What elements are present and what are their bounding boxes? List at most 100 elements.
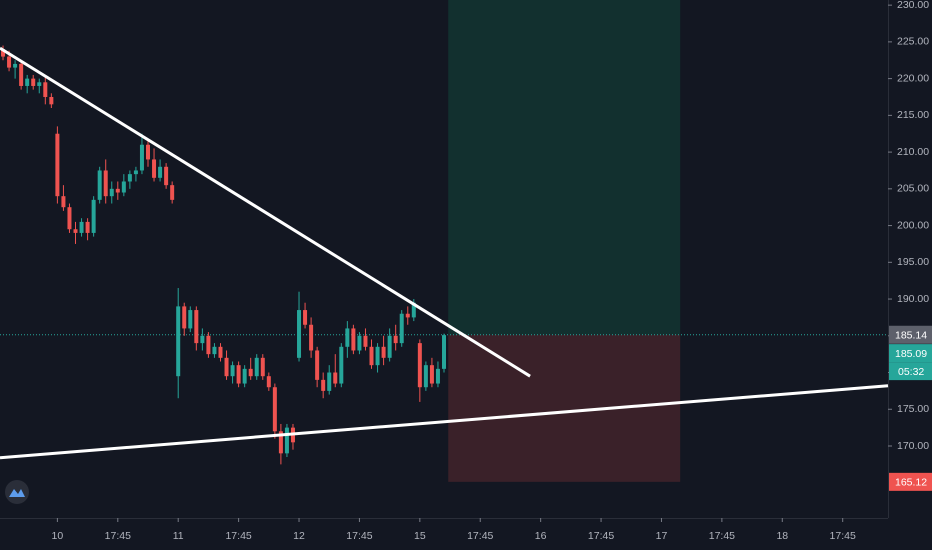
candle-body [13, 63, 18, 68]
candle-body [345, 328, 350, 347]
candle-body [242, 368, 247, 384]
candle-body [236, 365, 241, 384]
candle-body [399, 313, 404, 344]
candle-body [127, 174, 132, 182]
candle-body [230, 365, 235, 377]
candle-body [109, 188, 114, 197]
candle-body [327, 372, 332, 391]
candle-body [152, 159, 157, 178]
x-tick-label: 15 [414, 530, 426, 542]
candle-body [49, 96, 54, 105]
x-tick-label: 11 [173, 530, 184, 542]
candle-body [85, 221, 90, 233]
candle-body [248, 368, 253, 377]
stop-zone [448, 334, 681, 482]
candle-body [309, 324, 314, 351]
candle-body [260, 357, 265, 377]
candle-body [387, 335, 392, 358]
candle-body [200, 335, 205, 344]
candle-body [369, 346, 374, 366]
candle-body [1, 49, 6, 57]
stop-price-label: 165.12 [895, 477, 927, 489]
x-tick-label: 17 [656, 530, 668, 542]
x-tick-label: 12 [293, 530, 305, 542]
y-tick-label: 220.00 [897, 72, 929, 84]
y-tick-label: 225.00 [897, 36, 929, 48]
candle-body [339, 346, 344, 384]
candle-body [121, 181, 126, 193]
candle-body [176, 306, 181, 377]
candle-body [411, 302, 416, 318]
y-tick-label: 195.00 [897, 256, 929, 268]
countdown-box [889, 362, 932, 381]
candle-body [19, 63, 24, 86]
candle-body [206, 335, 211, 355]
trendline [0, 46, 531, 378]
candle-body [170, 185, 175, 200]
entry-price-label: 185.14 [895, 330, 927, 342]
candle-body [55, 133, 60, 197]
candle-body [37, 82, 42, 86]
y-tick-label: 175.00 [897, 403, 929, 415]
candle-body [158, 166, 163, 178]
logo-mark [9, 489, 25, 497]
candle-body [381, 346, 386, 358]
candle-body [297, 310, 302, 358]
x-tick-label: 17:45 [709, 530, 735, 542]
candle-body [321, 379, 326, 391]
x-tick-label: 17:45 [830, 530, 856, 542]
candle-body [31, 78, 36, 86]
last-price-label: 185.09 [895, 348, 927, 360]
trendline [0, 384, 889, 460]
logo-circle [5, 480, 29, 504]
candle-body [25, 78, 30, 86]
candle-body [315, 350, 320, 380]
candle-body [97, 170, 102, 200]
candle-body [266, 376, 271, 388]
candle-body [91, 199, 96, 233]
candle-body [7, 56, 12, 68]
x-tick-label: 18 [776, 530, 788, 542]
candle-body [272, 387, 277, 432]
candle-body [303, 310, 308, 325]
candle-body [103, 170, 108, 197]
plot-area [0, 0, 889, 482]
candle-body [375, 346, 380, 366]
candle-body [333, 372, 338, 384]
candle-body [357, 335, 362, 351]
candle-body [351, 328, 356, 351]
candle-body [417, 343, 422, 388]
candle-body [182, 306, 187, 329]
target-zone [448, 0, 681, 335]
y-tick-label: 210.00 [897, 146, 929, 158]
candle-body [284, 427, 289, 454]
y-tick-label: 190.00 [897, 293, 929, 305]
candle-body [43, 82, 48, 97]
y-tick-label: 200.00 [897, 219, 929, 231]
x-tick-label: 10 [52, 530, 64, 542]
countdown: 05:32 [898, 366, 924, 378]
x-tick-label: 17:45 [588, 530, 614, 542]
y-tick-label: 215.00 [897, 109, 929, 121]
candle-body [133, 170, 138, 175]
candle-body [224, 357, 229, 377]
candle-body [405, 313, 410, 318]
candle-body [254, 357, 259, 377]
candle-body [139, 144, 144, 171]
x-tick-label: 16 [535, 530, 547, 542]
candle-body [79, 221, 84, 233]
stop-price-label-box [889, 472, 932, 491]
candle-body [442, 335, 446, 369]
candle-body [194, 310, 199, 344]
candle-body [429, 365, 434, 384]
candle-body [164, 166, 169, 186]
candle-body [278, 431, 283, 454]
entry-price-label-box [889, 325, 932, 344]
last-price-label-box [889, 344, 932, 363]
candle-body [115, 188, 120, 193]
candle-body [146, 144, 150, 160]
y-tick-label: 205.00 [897, 183, 929, 195]
logo [5, 480, 29, 504]
